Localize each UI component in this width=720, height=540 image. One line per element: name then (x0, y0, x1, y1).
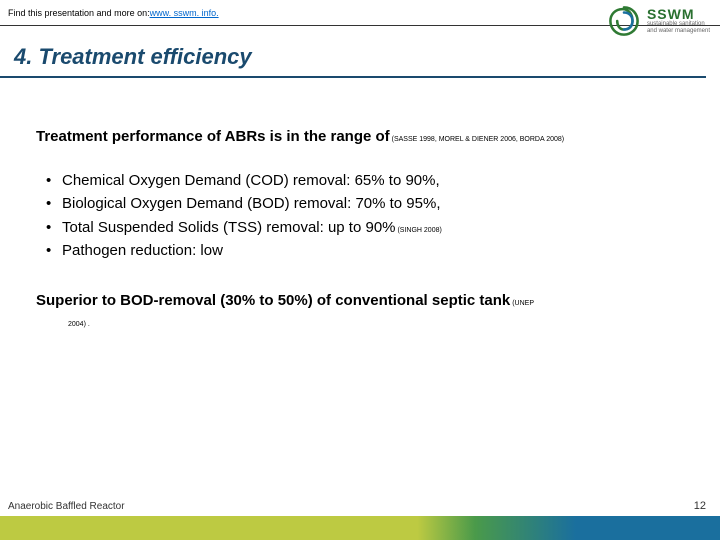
page-number: 12 (694, 500, 706, 512)
header-link[interactable]: www. sswm. info. (150, 8, 219, 18)
logo-main: SSWM (647, 7, 710, 21)
logo-swirl-icon (607, 4, 641, 38)
list-item: Chemical Oxygen Demand (COD) removal: 65… (62, 169, 684, 192)
bullet-cite: (SINGH 2008) (396, 227, 442, 234)
logo-sub2: and water management (647, 28, 710, 35)
superior-text: Superior to BOD-removal (30% to 50%) of … (36, 292, 510, 309)
logo-text: SSWM sustainable sanitation and water ma… (647, 7, 710, 34)
list-item: Total Suspended Solids (TSS) removal: up… (62, 216, 684, 239)
superior-cite1: (UNEP (510, 300, 534, 307)
bullet-list: Chemical Oxygen Demand (COD) removal: 65… (36, 169, 684, 262)
bullet-text: Biological Oxygen Demand (BOD) removal: … (62, 195, 441, 212)
superior-line: Superior to BOD-removal (30% to 50%) of … (36, 292, 684, 309)
logo: SSWM sustainable sanitation and water ma… (607, 4, 710, 38)
bullet-text: Total Suspended Solids (TSS) removal: up… (62, 219, 396, 236)
list-item: Pathogen reduction: low (62, 239, 684, 262)
content-area: Treatment performance of ABRs is in the … (0, 128, 720, 328)
header-prefix: Find this presentation and more on: (8, 8, 150, 18)
bullet-text: Chemical Oxygen Demand (COD) removal: 65… (62, 172, 440, 189)
logo-sub1: sustainable sanitation (647, 21, 710, 28)
list-item: Biological Oxygen Demand (BOD) removal: … (62, 192, 684, 215)
intro-line: Treatment performance of ABRs is in the … (36, 128, 684, 145)
section-title: 4. Treatment efficiency (0, 26, 706, 78)
footer-bar (0, 516, 720, 540)
intro-citation: (SASSE 1998, MOREL & DIENER 2006, BORDA … (390, 136, 564, 143)
intro-text: Treatment performance of ABRs is in the … (36, 128, 390, 145)
superior-cite2: 2004) . (36, 321, 684, 328)
footer-title: Anaerobic Baffled Reactor (8, 501, 125, 512)
bullet-text: Pathogen reduction: low (62, 242, 223, 259)
